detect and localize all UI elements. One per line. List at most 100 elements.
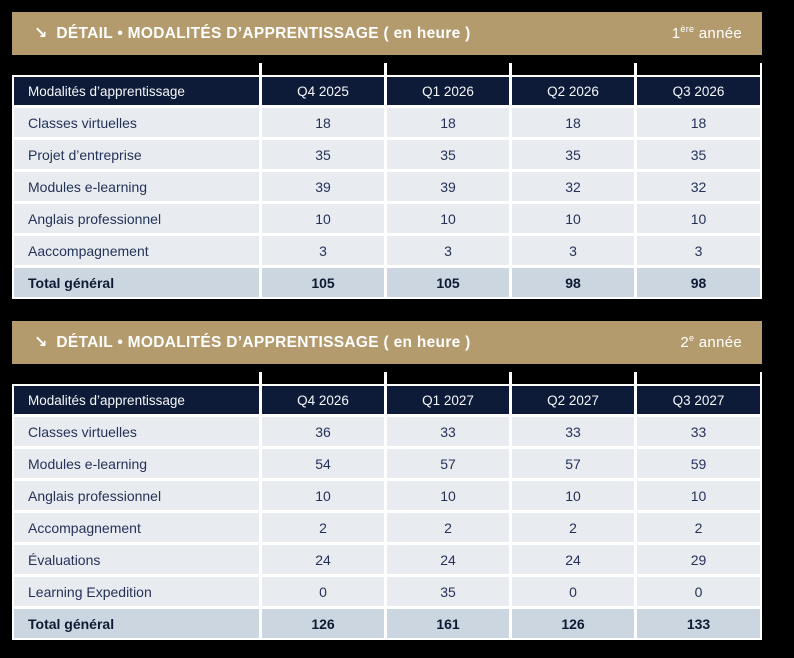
- row-label: Accompagnement: [12, 513, 262, 545]
- table-row: Anglais professionnel 10 10 10 10: [12, 481, 762, 513]
- row-label: Anglais professionnel: [12, 481, 262, 513]
- table-row: Classes virtuelles 36 33 33 33: [12, 417, 762, 449]
- cell-value: 18: [637, 108, 762, 140]
- section-year-1: ↘ DÉTAIL • MODALITÉS D’APPRENTISSAGE ( e…: [12, 12, 762, 299]
- total-label: Total général: [12, 268, 262, 299]
- cell-value: 35: [387, 577, 512, 609]
- section-divider: [12, 299, 762, 321]
- cell-value: 33: [387, 417, 512, 449]
- row-label: Classes virtuelles: [12, 417, 262, 449]
- banner-title-group: ↘ DÉTAIL • MODALITÉS D’APPRENTISSAGE ( e…: [34, 23, 471, 43]
- table-row: Anglais professionnel 10 10 10 10: [12, 204, 762, 236]
- row-label: Learning Expedition: [12, 577, 262, 609]
- table-row: Classes virtuelles 18 18 18 18: [12, 108, 762, 140]
- cell-value: 35: [512, 140, 637, 172]
- cell-value: 2: [512, 513, 637, 545]
- cell-value: 10: [637, 204, 762, 236]
- cell-value: 35: [262, 140, 387, 172]
- cell-value: 35: [387, 140, 512, 172]
- cell-value: 2: [637, 513, 762, 545]
- total-value: 98: [512, 268, 637, 299]
- header-row: Modalités d’apprentissage Q4 2026 Q1 2027 Q…: [12, 386, 762, 417]
- banner-year-2: ↘ DÉTAIL • MODALITÉS D’APPRENTISSAGE ( e…: [12, 321, 762, 364]
- cell-value: 10: [637, 481, 762, 513]
- cell-value: 3: [512, 236, 637, 268]
- header-cap-cell: [387, 372, 512, 386]
- total-row: Total général 105 105 98 98: [12, 268, 762, 299]
- cell-value: 0: [512, 577, 637, 609]
- header-cap-cell: [12, 372, 262, 386]
- header-row: Modalités d’apprentissage Q4 2025 Q1 2026 Q…: [12, 77, 762, 108]
- header-cap-cell: [12, 63, 262, 77]
- row-label: Aaccompagnement: [12, 236, 262, 268]
- column-header-label: Modalités d’apprentissage: [12, 77, 262, 108]
- cell-value: 10: [262, 481, 387, 513]
- total-label: Total général: [12, 609, 262, 640]
- column-header-quarter: Q1 2027: [387, 386, 512, 417]
- banner-title: DÉTAIL • MODALITÉS D’APPRENTISSAGE ( en …: [56, 24, 471, 42]
- cell-value: 33: [512, 417, 637, 449]
- learning-hours-table-year-1: Modalités d’apprentissage Q4 2025 Q1 2026 Q…: [12, 63, 762, 299]
- header-cap-cell: [262, 372, 387, 386]
- arrow-down-right-icon: ↘: [34, 23, 48, 42]
- cell-value: 32: [512, 172, 637, 204]
- cell-value: 0: [262, 577, 387, 609]
- cell-value: 10: [262, 204, 387, 236]
- table-row: Modules e-learning 54 57 57 59: [12, 449, 762, 481]
- page-content: ↘ DÉTAIL • MODALITÉS D’APPRENTISSAGE ( e…: [12, 12, 762, 640]
- header-cap-cell: [637, 63, 762, 77]
- section-year-2: ↘ DÉTAIL • MODALITÉS D’APPRENTISSAGE ( e…: [12, 321, 762, 640]
- cell-value: 10: [387, 204, 512, 236]
- row-label: Anglais professionnel: [12, 204, 262, 236]
- row-label: Projet d’entreprise: [12, 140, 262, 172]
- cell-value: 57: [387, 449, 512, 481]
- table-row: Accompagnement 2 2 2 2: [12, 513, 762, 545]
- total-value: 105: [262, 268, 387, 299]
- cell-value: 57: [512, 449, 637, 481]
- banner-year-1: ↘ DÉTAIL • MODALITÉS D’APPRENTISSAGE ( e…: [12, 12, 762, 55]
- row-label: Classes virtuelles: [12, 108, 262, 140]
- header-cap-cell: [637, 372, 762, 386]
- total-value: 133: [637, 609, 762, 640]
- arrow-down-right-icon: ↘: [34, 332, 48, 351]
- total-value: 98: [637, 268, 762, 299]
- table-row: Projet d’entreprise 35 35 35 35: [12, 140, 762, 172]
- cell-value: 0: [637, 577, 762, 609]
- total-value: 105: [387, 268, 512, 299]
- column-header-quarter: Q2 2026: [512, 77, 637, 108]
- header-cap-cell: [512, 63, 637, 77]
- learning-hours-table-year-2: Modalités d’apprentissage Q4 2026 Q1 2027 Q…: [12, 372, 762, 640]
- cell-value: 10: [387, 481, 512, 513]
- cell-value: 59: [637, 449, 762, 481]
- cell-value: 18: [512, 108, 637, 140]
- cell-value: 3: [387, 236, 512, 268]
- table-row: Modules e-learning 39 39 32 32: [12, 172, 762, 204]
- column-header-quarter: Q2 2027: [512, 386, 637, 417]
- cell-value: 39: [387, 172, 512, 204]
- cell-value: 36: [262, 417, 387, 449]
- column-header-quarter: Q4 2025: [262, 77, 387, 108]
- cell-value: 33: [637, 417, 762, 449]
- banner-year-label: 2e année: [680, 333, 742, 352]
- column-header-quarter: Q3 2027: [637, 386, 762, 417]
- header-cap-cell: [387, 63, 512, 77]
- cell-value: 3: [262, 236, 387, 268]
- total-value: 126: [512, 609, 637, 640]
- total-value: 161: [387, 609, 512, 640]
- header-cap-row: [12, 372, 762, 386]
- cell-value: 18: [387, 108, 512, 140]
- cell-value: 24: [512, 545, 637, 577]
- cell-value: 2: [262, 513, 387, 545]
- cell-value: 3: [637, 236, 762, 268]
- header-cap-row: [12, 63, 762, 77]
- table-row: Évaluations 24 24 24 29: [12, 545, 762, 577]
- cell-value: 35: [637, 140, 762, 172]
- table-row: Learning Expedition 0 35 0 0: [12, 577, 762, 609]
- cell-value: 10: [512, 204, 637, 236]
- cell-value: 2: [387, 513, 512, 545]
- column-header-label: Modalités d’apprentissage: [12, 386, 262, 417]
- column-header-quarter: Q3 2026: [637, 77, 762, 108]
- cell-value: 39: [262, 172, 387, 204]
- column-header-quarter: Q1 2026: [387, 77, 512, 108]
- banner-title-group: ↘ DÉTAIL • MODALITÉS D’APPRENTISSAGE ( e…: [34, 332, 471, 352]
